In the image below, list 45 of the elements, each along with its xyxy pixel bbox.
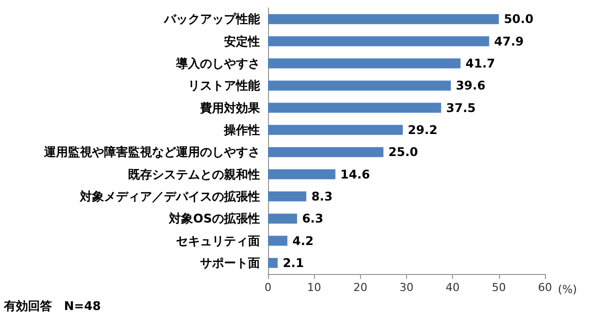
y-tick-label: 既存システムとの親和性 — [128, 167, 260, 182]
bar — [268, 58, 461, 68]
x-tick-label: 0 — [264, 281, 272, 294]
bar — [268, 14, 499, 24]
data-label: 37.5 — [446, 100, 476, 115]
y-tick-label: 費用対効果 — [199, 100, 261, 115]
bar — [268, 80, 451, 91]
bar — [268, 169, 336, 180]
data-label: 25.0 — [388, 145, 418, 160]
y-tick-label: セキュリティ面 — [176, 234, 260, 248]
data-label: 29.2 — [408, 122, 438, 137]
y-tick-label: 運用監視や障害監視など運用のしやすさ — [43, 145, 260, 160]
data-label: 41.7 — [466, 56, 496, 70]
data-label: 47.9 — [494, 34, 524, 48]
data-label: 8.3 — [311, 189, 333, 204]
data-label: 50.0 — [504, 12, 534, 26]
x-tick-label: 60 — [538, 281, 552, 294]
bar — [268, 124, 403, 135]
bar — [268, 214, 298, 224]
x-tick-label: 20 — [353, 281, 368, 294]
text: 有効回答 N=48 — [3, 299, 101, 313]
data-label: 4.2 — [292, 234, 314, 248]
bar — [268, 191, 306, 202]
y-tick-label: 操作性 — [223, 122, 260, 137]
bar — [268, 236, 288, 246]
y-tick-label: 対象OSの拡張性 — [168, 212, 260, 226]
bar — [268, 147, 384, 158]
y-tick-label: サポート面 — [200, 256, 260, 270]
x-tick-label: 40 — [446, 281, 460, 294]
data-label: 14.6 — [340, 167, 370, 182]
bar — [268, 102, 442, 113]
y-tick-label: バックアップ性能 — [163, 12, 261, 26]
bar — [268, 258, 278, 268]
data-label: 2.1 — [282, 256, 304, 270]
x-tick-label: 50 — [492, 281, 506, 294]
y-tick-label: リストア性能 — [188, 78, 261, 93]
y-tick-label: 対象メディア／デバイスの拡張性 — [79, 189, 260, 204]
data-label: 6.3 — [302, 212, 324, 226]
bar — [268, 36, 490, 46]
x-tick-label: 30 — [400, 281, 414, 294]
x-axis-title: (%) — [558, 283, 577, 296]
x-tick-label: 10 — [307, 281, 322, 294]
data-label: 39.6 — [456, 78, 486, 93]
y-tick-label: 導入のしやすさ — [175, 56, 260, 70]
y-tick-label: 安定性 — [224, 34, 260, 48]
